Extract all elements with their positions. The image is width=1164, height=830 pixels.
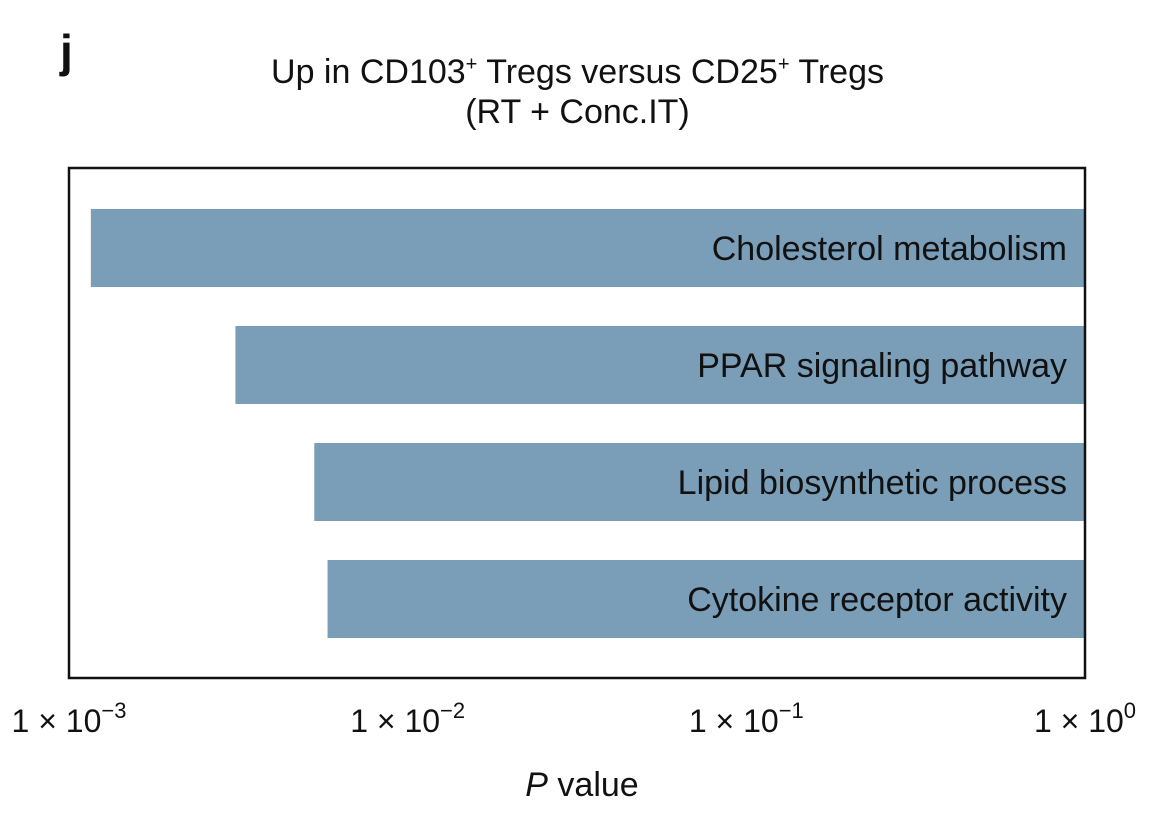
- bar-label: PPAR signaling pathway: [697, 347, 1067, 385]
- bar: [235, 326, 1085, 404]
- bar: [327, 560, 1085, 638]
- title-superscript: +: [777, 53, 790, 76]
- x-tick-labels: 1 × 10−3 1 × 10−2 1 × 10−1 1 × 100: [12, 698, 1137, 739]
- x-axis-label: P value: [0, 766, 1164, 805]
- bar-label: Cholesterol metabolism: [712, 230, 1067, 268]
- bar: [314, 443, 1085, 521]
- plot-frame: [67, 166, 1087, 680]
- chart-title: Up in CD103+ Tregs versus CD25+ Tregs (R…: [130, 52, 1025, 132]
- x-tick-label: 1 × 100: [1034, 698, 1136, 739]
- bar-label: Lipid biosynthetic process: [678, 464, 1067, 502]
- chart-title-line-1: Up in CD103+ Tregs versus CD25+ Tregs: [130, 52, 1025, 92]
- x-axis-label-italic: P: [525, 766, 548, 804]
- bars-group: Cholesterol metabolism PPAR signaling pat…: [90, 209, 1085, 638]
- title-part: Tregs versus CD25: [477, 53, 778, 91]
- x-axis-label-rest: value: [547, 766, 639, 804]
- title-part: Up in CD103: [271, 53, 466, 91]
- title-part: Tregs: [789, 53, 884, 91]
- bar-label: Cytokine receptor activity: [687, 581, 1067, 619]
- bar: [90, 209, 1085, 287]
- chart-title-line-2: (RT + Conc.IT): [465, 93, 690, 131]
- x-tick-label: 1 × 10−1: [689, 698, 804, 739]
- x-tick-label: 1 × 10−2: [350, 698, 465, 739]
- title-superscript: +: [465, 53, 478, 76]
- x-tick-label: 1 × 10−3: [12, 698, 127, 739]
- panel-letter: j: [60, 25, 73, 77]
